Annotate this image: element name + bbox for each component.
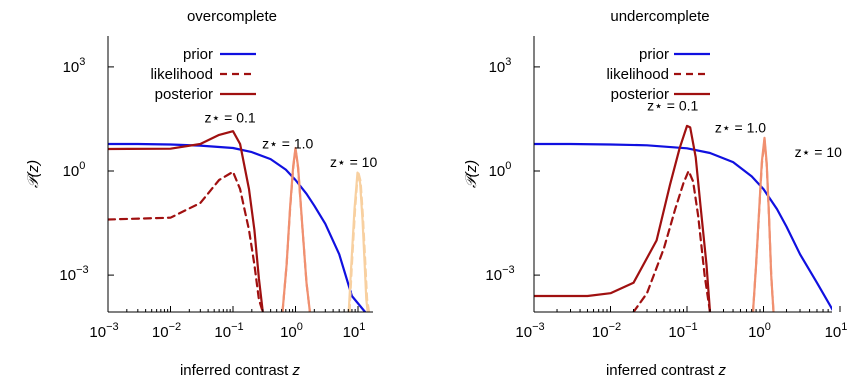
y-ticks: 10−3 100 103 — [59, 56, 114, 284]
y-axis-label: 𝒫(z) — [463, 160, 480, 188]
series-posterior-line — [840, 172, 848, 312]
x-tick-label: 101 — [825, 321, 848, 341]
panel-overcomplete: overcomplete 10−3 10−2 10−1 100 101 10−31001… — [25, 8, 377, 379]
series-likelihood-line — [841, 171, 848, 312]
series-posterior-line — [347, 171, 369, 312]
panel-title: undercomplete — [610, 8, 709, 25]
legend-label-likelihood: likelihood — [150, 66, 213, 83]
x-tick-label: 10−2 — [592, 321, 621, 341]
series-posterior-line — [281, 146, 311, 312]
plot-area — [534, 124, 848, 312]
annotation-label: z⋆ = 0.1 — [647, 98, 698, 114]
legend: prior likelihood posterior — [150, 46, 256, 103]
series-likelihood-line — [632, 169, 712, 312]
legend: prior likelihood posterior — [606, 46, 710, 103]
y-axis-label: 𝒫(z) — [25, 160, 42, 188]
y-tick-label: 103 — [489, 56, 512, 76]
x-axis-label: inferred contrast z — [180, 362, 301, 379]
legend-label-posterior: posterior — [155, 86, 213, 103]
legend-label-prior: prior — [183, 46, 213, 63]
x-ticks: 10−3 10−2 10−1 100 101 — [89, 306, 365, 341]
annotation-label: z⋆ = 1.0 — [715, 119, 766, 135]
y-tick-label: 100 — [489, 160, 512, 180]
series-posterior-line — [108, 130, 264, 312]
annotations: z⋆ = 0.1 z⋆ = 1.0 z⋆ = 10 — [205, 109, 378, 170]
series-prior-line — [108, 142, 367, 312]
series-likelihood-line — [281, 147, 311, 312]
annotation-label: z⋆ = 1.0 — [262, 135, 313, 151]
legend-label-posterior: posterior — [611, 86, 669, 103]
x-tick-label: 10−3 — [89, 321, 118, 341]
x-axis-label: inferred contrast z — [606, 362, 727, 379]
y-ticks: 10−3 100 103 — [485, 56, 540, 284]
panel-title: overcomplete — [187, 8, 277, 25]
x-tick-label: 100 — [748, 321, 771, 341]
x-tick-label: 10−3 — [515, 321, 544, 341]
x-tick-label: 10−2 — [152, 321, 181, 341]
series-posterior-line — [751, 136, 775, 312]
x-tick-label: 10−1 — [214, 321, 243, 341]
y-tick-label: 10−3 — [59, 264, 88, 284]
annotations: z⋆ = 0.1 z⋆ = 1.0 z⋆ = 10 — [647, 98, 842, 161]
plot-area — [108, 130, 371, 312]
y-tick-label: 103 — [63, 56, 86, 76]
series-prior-line — [534, 142, 832, 311]
annotation-label: z⋆ = 0.1 — [205, 109, 256, 125]
y-tick-label: 10−3 — [485, 264, 514, 284]
x-tick-label: 100 — [280, 321, 303, 341]
panel-undercomplete: undercomplete 10−3 10−2 10−1 100 101 10−3 100… — [463, 8, 848, 379]
annotation-label: z⋆ = 10 — [795, 144, 843, 160]
series-likelihood-line — [108, 170, 264, 312]
annotation-label: z⋆ = 10 — [330, 154, 378, 170]
y-tick-label: 100 — [63, 160, 86, 180]
x-ticks: 10−3 10−2 10−1 100 101 — [515, 306, 847, 341]
series-posterior-line — [534, 124, 712, 312]
x-tick-label: 101 — [343, 321, 366, 341]
legend-label-likelihood: likelihood — [606, 66, 669, 83]
x-tick-label: 10−1 — [668, 321, 697, 341]
legend-label-prior: prior — [639, 46, 669, 63]
